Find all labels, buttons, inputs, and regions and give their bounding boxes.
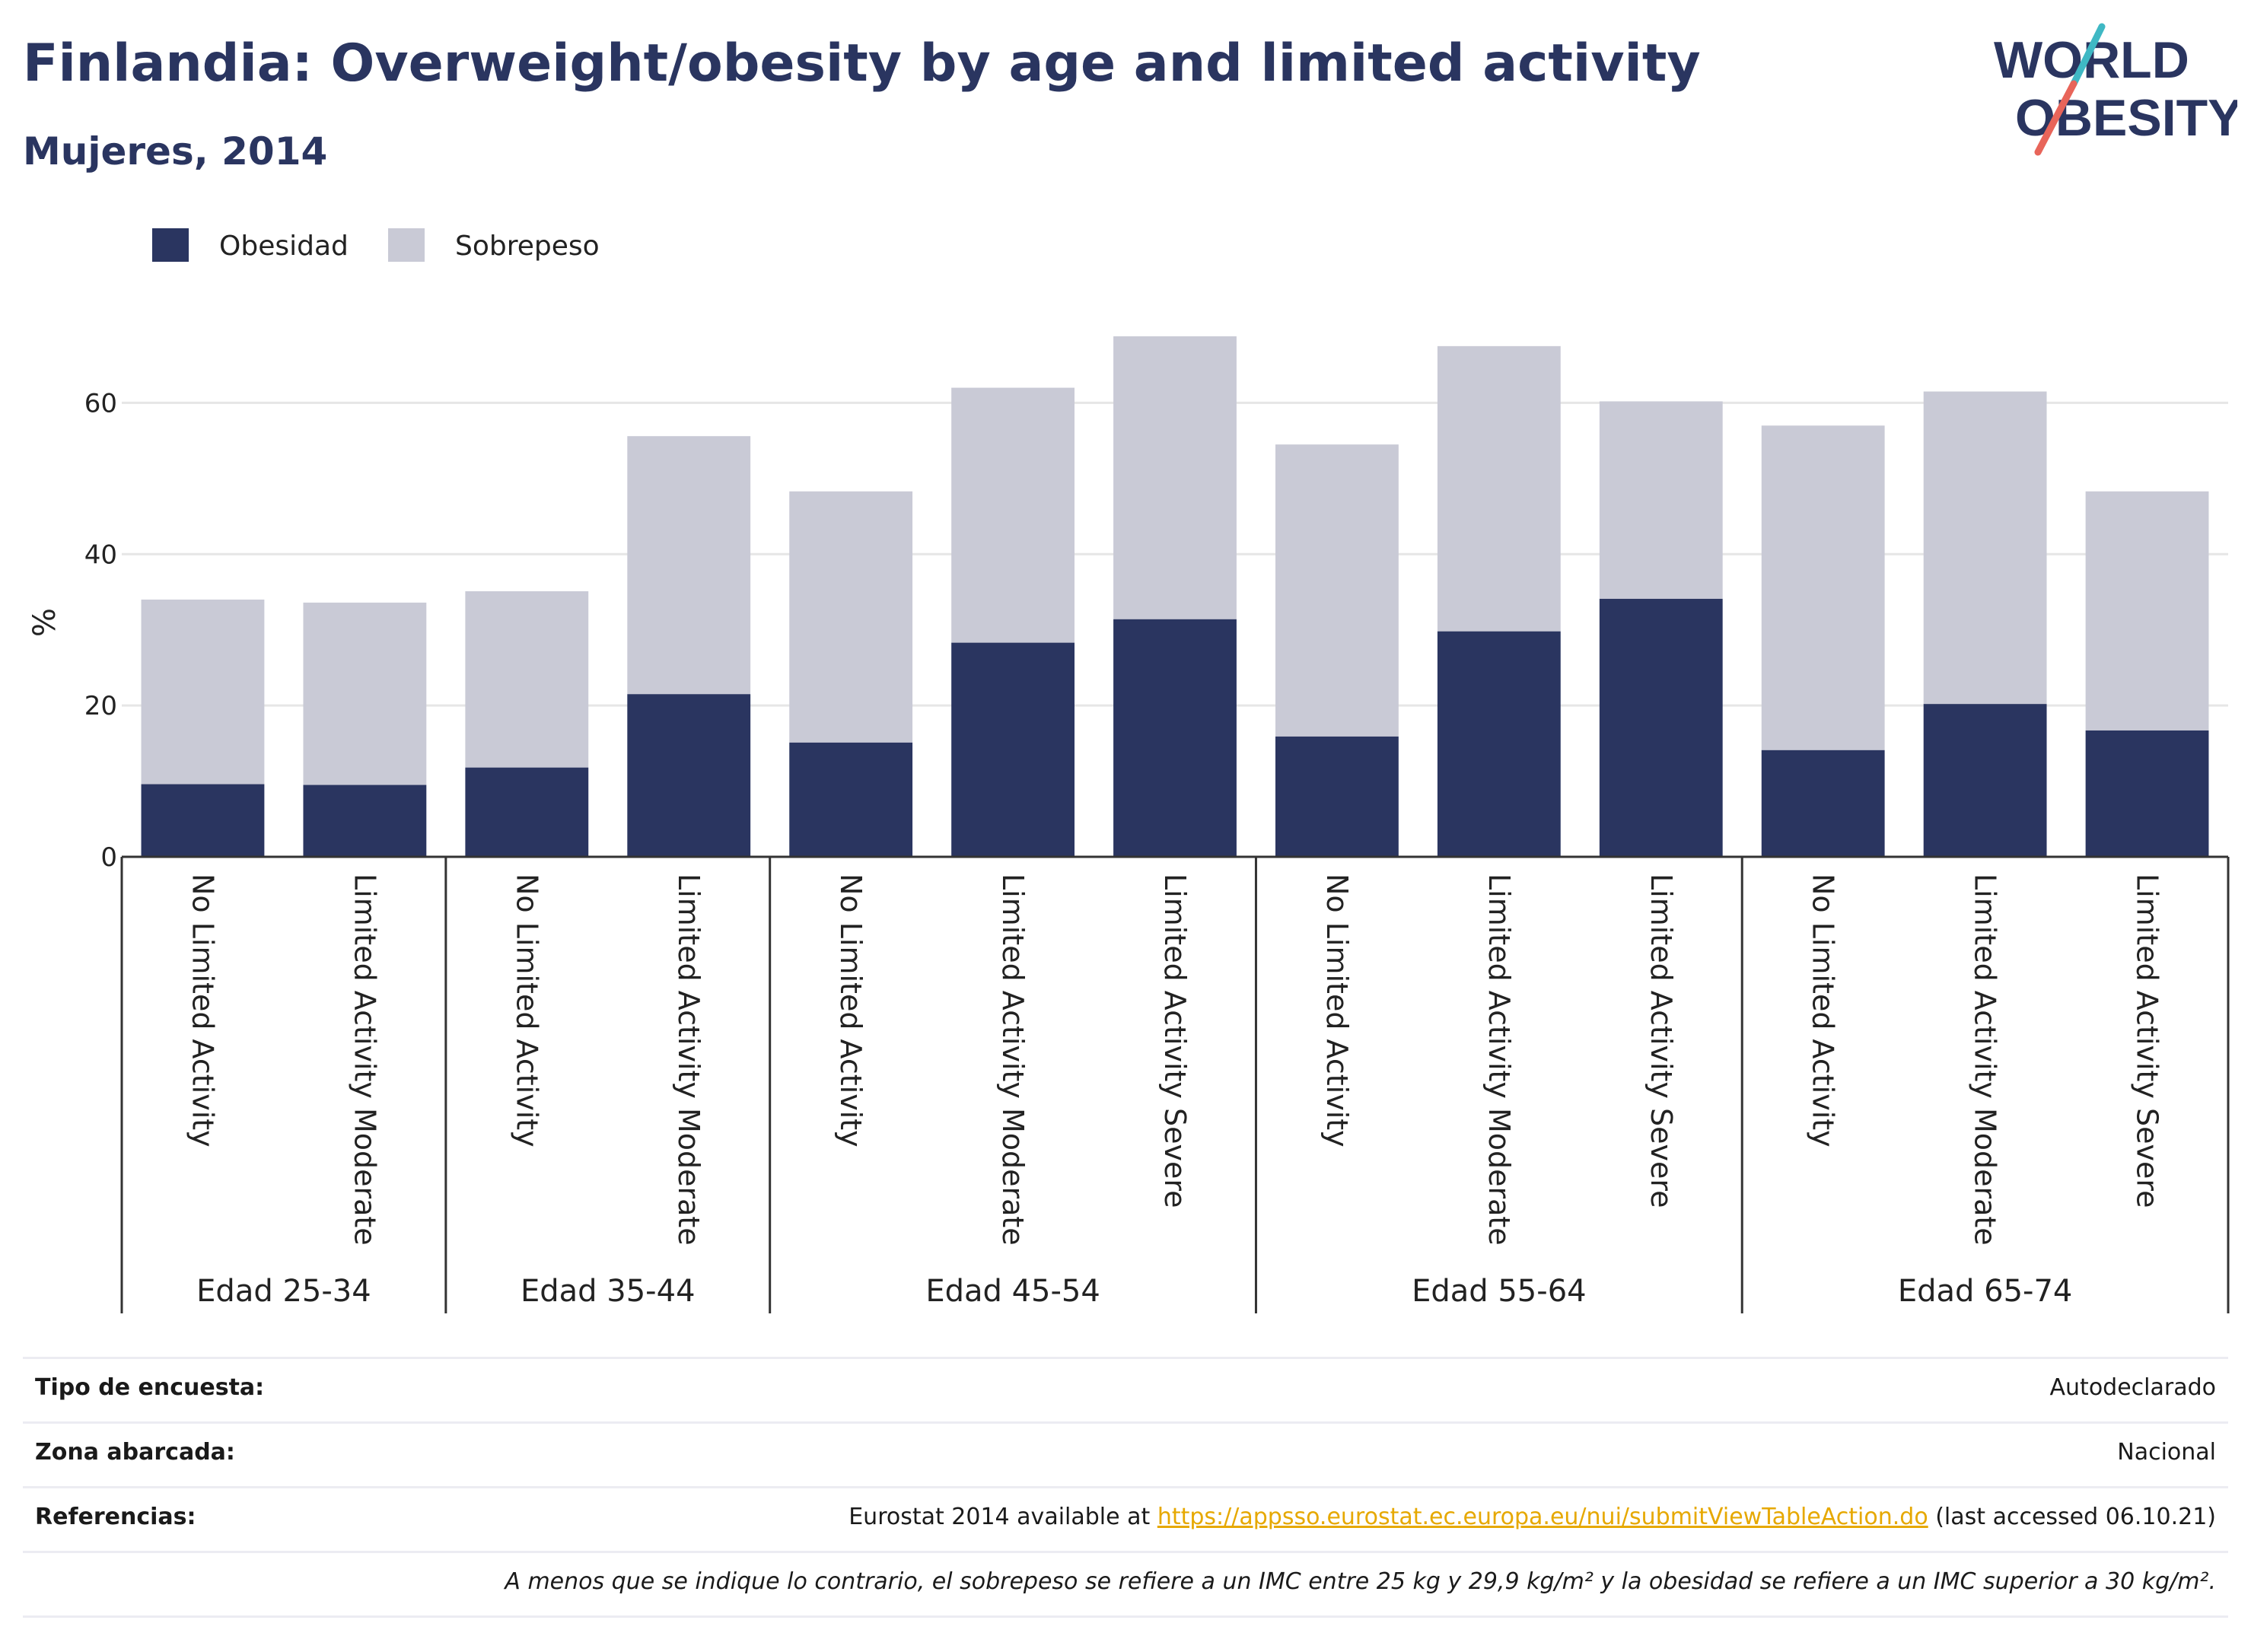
area-row: Zona abarcada: Nacional (23, 1421, 2228, 1486)
x-group-label: Edad 55-64 (1412, 1274, 1587, 1309)
bar-sobrepeso (951, 387, 1075, 643)
legend-label-obesidad: Obesidad (219, 231, 349, 262)
y-axis-label: % (27, 608, 62, 637)
x-category-label: No Limited Activity (186, 874, 219, 1147)
x-group-label: Edad 25-34 (196, 1274, 371, 1309)
x-category-label: No Limited Activity (1320, 874, 1354, 1147)
area-value: Nacional (2117, 1439, 2216, 1466)
y-tick-label: 40 (84, 540, 117, 570)
bar-sobrepeso (1761, 425, 1885, 750)
bar-sobrepeso (1599, 401, 1723, 599)
x-group-label: Edad 35-44 (521, 1274, 696, 1309)
survey-value: Autodeclarado (2049, 1374, 2216, 1401)
x-category-label: Limited Activity Moderate (1482, 874, 1516, 1246)
x-category-label: No Limited Activity (1807, 874, 1840, 1147)
references-prefix: Eurostat 2014 available at (849, 1504, 1157, 1530)
chart-title: Finlandia: Overweight/obesity by age and… (23, 33, 1701, 94)
world-obesity-logo: WORLD OBESITY (1994, 23, 2237, 156)
logo-slash-teal (2070, 23, 2106, 88)
bar-obesidad (1275, 736, 1399, 857)
survey-label: Tipo de encuesta: (35, 1374, 265, 1401)
references-value: Eurostat 2014 available at https://appss… (849, 1504, 2216, 1530)
references-row: Referencias: Eurostat 2014 available at … (23, 1486, 2228, 1551)
bar-obesidad (951, 642, 1075, 857)
legend-swatch-obesidad (152, 228, 189, 262)
x-category-label: Limited Activity Severe (1644, 874, 1678, 1208)
x-group-label: Edad 65-74 (1898, 1274, 2073, 1309)
y-tick-label: 20 (84, 691, 117, 721)
stacked-bar-chart: Obesidad Sobrepeso 0 20 40 60% No Limited Acti… (27, 228, 2230, 1313)
x-category-label: Limited Activity Moderate (348, 874, 381, 1246)
bar-sobrepeso (1437, 345, 1561, 632)
x-category-label: Limited Activity Moderate (996, 874, 1030, 1246)
bar-sobrepeso (627, 436, 751, 695)
bar-sobrepeso (789, 491, 913, 743)
x-category-label: No Limited Activity (834, 874, 868, 1147)
x-category-label: Limited Activity Moderate (672, 874, 705, 1246)
bar-obesidad (141, 784, 265, 857)
references-suffix: (last accessed 06.10.21) (1928, 1504, 2216, 1530)
definition-note-row: A menos que se indique lo contrario, el … (23, 1551, 2228, 1618)
bar-obesidad (627, 694, 751, 857)
x-category-label: Limited Activity Severe (2131, 874, 2164, 1208)
bar-obesidad (1761, 750, 1885, 857)
references-link[interactable]: https://appsso.eurostat.ec.europa.eu/nui… (1157, 1504, 1928, 1530)
bar-sobrepeso (1113, 336, 1237, 619)
metadata-table: Tipo de encuesta: Autodeclarado Zona aba… (23, 1357, 2228, 1618)
legend-swatch-sobrepeso (388, 228, 425, 262)
bar-sobrepeso (2085, 491, 2209, 731)
bar-obesidad (1599, 598, 1723, 857)
chart-subtitle: Mujeres, 2014 (23, 129, 328, 173)
area-label: Zona abarcada: (35, 1439, 235, 1466)
logo-slash-coral (2034, 80, 2077, 156)
bar-sobrepeso (303, 602, 427, 785)
bar-obesidad (1437, 631, 1561, 857)
bar-obesidad (1923, 704, 2047, 857)
bar-obesidad (1113, 619, 1237, 857)
survey-row: Tipo de encuesta: Autodeclarado (23, 1357, 2228, 1421)
y-tick-label: 0 (100, 842, 117, 873)
bar-obesidad (789, 742, 913, 857)
x-category-label: No Limited Activity (510, 874, 543, 1147)
bar-sobrepeso (1923, 391, 2047, 705)
legend-label-sobrepeso: Sobrepeso (455, 231, 600, 262)
x-category-label: Limited Activity Severe (1158, 874, 1192, 1208)
y-tick-label: 60 (84, 388, 117, 419)
references-label: Referencias: (35, 1504, 196, 1530)
x-category-label: Limited Activity Moderate (1969, 874, 2002, 1246)
definition-note: A menos que se indique lo contrario, el … (505, 1568, 2216, 1595)
bar-sobrepeso (141, 599, 265, 785)
bar-obesidad (465, 767, 589, 857)
x-group-label: Edad 45-54 (925, 1274, 1100, 1309)
bar-sobrepeso (1275, 444, 1399, 737)
bar-obesidad (2085, 730, 2209, 857)
bar-sobrepeso (465, 591, 589, 768)
bar-obesidad (303, 785, 427, 857)
